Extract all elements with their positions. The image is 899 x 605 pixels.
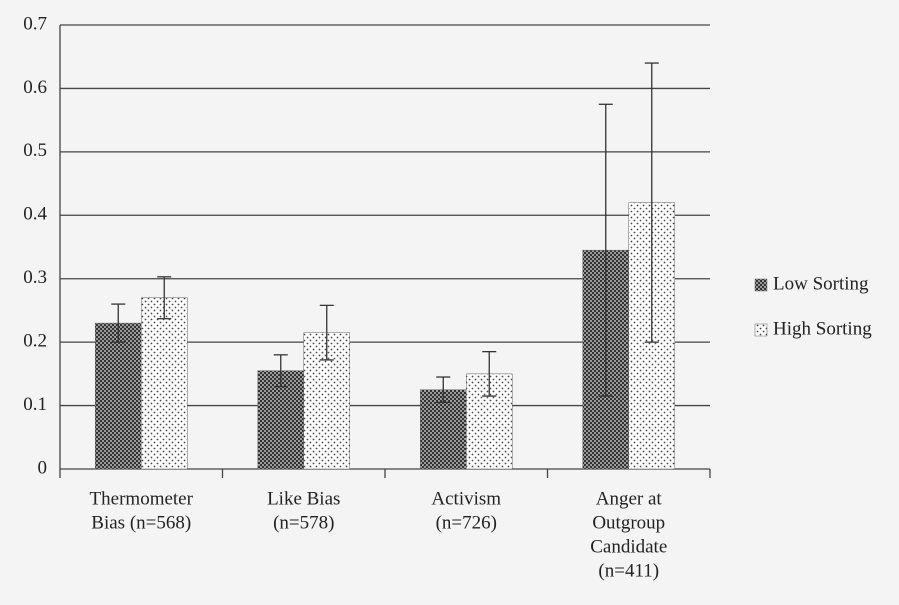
legend-swatch [754,323,768,337]
x-tick-label: Candidate [590,536,667,557]
y-tick-label: 0.4 [23,204,47,225]
bar [141,297,188,470]
x-tick-label: (n=411) [598,560,659,581]
x-tick-label: Bias (n=568) [91,512,191,533]
bar [420,389,467,470]
x-tick-label: Thermometer [90,488,194,509]
y-tick-label: 0.6 [23,77,47,98]
y-tick-label: 0.1 [23,394,47,415]
x-tick-label: Like Bias [267,488,340,509]
x-tick-label: (n=578) [273,512,334,533]
legend-label: High Sorting [773,318,872,339]
y-tick-label: 0.7 [23,13,47,34]
bar [95,322,142,470]
y-tick-label: 0.5 [23,140,47,161]
x-tick-label: (n=726) [436,512,497,533]
y-tick-label: 0 [38,457,48,478]
x-tick-label: Outgroup [592,512,665,533]
x-tick-label: Activism [431,488,501,509]
legend-swatch [754,278,768,292]
y-tick-label: 0.3 [23,267,47,288]
legend-label: Low Sorting [773,273,869,294]
y-tick-label: 0.2 [23,331,47,352]
x-tick-label: Anger at [596,488,663,509]
